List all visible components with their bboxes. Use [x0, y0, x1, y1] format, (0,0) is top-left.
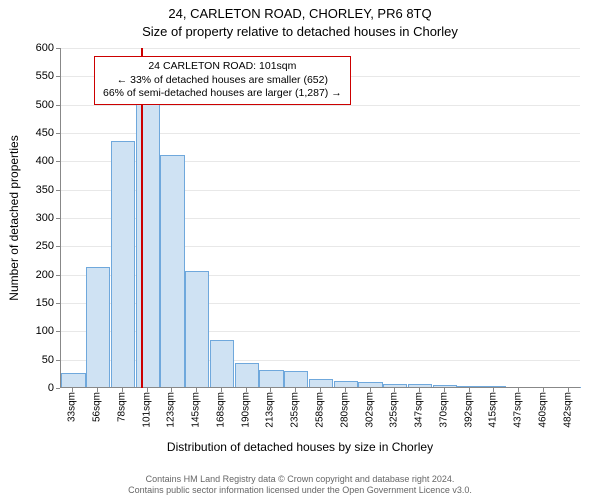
x-tick-label: 190sqm: [240, 392, 251, 428]
annotation-line1: 24 CARLETON ROAD: 101sqm: [103, 60, 342, 74]
y-axis-label: Number of detached properties: [7, 135, 21, 300]
histogram-bar: [61, 373, 85, 388]
x-tick-label: 78sqm: [116, 392, 127, 422]
y-tick-mark: [56, 360, 60, 361]
y-tick-label: 600: [36, 42, 54, 54]
y-tick-mark: [56, 105, 60, 106]
y-tick-mark: [56, 76, 60, 77]
y-tick-mark: [56, 161, 60, 162]
x-tick-label: 460sqm: [537, 392, 548, 428]
histogram-bar: [111, 141, 135, 389]
y-tick-label: 500: [36, 99, 54, 111]
y-tick-label: 100: [36, 325, 54, 337]
x-tick-label: 325sqm: [389, 392, 400, 428]
histogram-bar: [259, 370, 283, 388]
y-tick-label: 300: [36, 212, 54, 224]
x-axis-label: Distribution of detached houses by size …: [0, 440, 600, 454]
annotation-line2: ← 33% of detached houses are smaller (65…: [103, 74, 342, 88]
x-tick-label: 370sqm: [438, 392, 449, 428]
y-tick-mark: [56, 331, 60, 332]
x-tick-label: 235sqm: [290, 392, 301, 428]
x-tick-label: 437sqm: [513, 392, 524, 428]
histogram-bar: [235, 363, 259, 388]
chart-title-address: 24, CARLETON ROAD, CHORLEY, PR6 8TQ: [0, 6, 600, 21]
annotation-box: 24 CARLETON ROAD: 101sqm ← 33% of detach…: [94, 56, 351, 105]
footer-attribution: Contains HM Land Registry data © Crown c…: [0, 474, 600, 496]
x-tick-label: 280sqm: [339, 392, 350, 428]
histogram-bar: [185, 271, 209, 388]
y-tick-mark: [56, 303, 60, 304]
x-tick-label: 258sqm: [315, 392, 326, 428]
histogram-bar: [210, 340, 234, 388]
histogram-bar: [136, 104, 160, 388]
y-tick-mark: [56, 218, 60, 219]
y-tick-mark: [56, 190, 60, 191]
x-tick-label: 302sqm: [364, 392, 375, 428]
y-tick-mark: [56, 388, 60, 389]
x-tick-label: 145sqm: [191, 392, 202, 428]
y-axis-line: [60, 48, 61, 388]
x-tick-label: 347sqm: [414, 392, 425, 428]
y-tick-mark: [56, 275, 60, 276]
x-tick-label: 168sqm: [215, 392, 226, 428]
x-tick-label: 56sqm: [92, 392, 103, 422]
x-tick-label: 482sqm: [562, 392, 573, 428]
y-tick-label: 550: [36, 70, 54, 82]
histogram-bar: [284, 371, 308, 388]
x-tick-label: 101sqm: [141, 392, 152, 428]
chart-container: 24, CARLETON ROAD, CHORLEY, PR6 8TQ Size…: [0, 0, 600, 500]
y-tick-mark: [56, 48, 60, 49]
y-tick-label: 150: [36, 297, 54, 309]
y-tick-label: 350: [36, 184, 54, 196]
y-tick-label: 200: [36, 269, 54, 281]
plot-area: 24 CARLETON ROAD: 101sqm ← 33% of detach…: [60, 48, 580, 388]
y-tick-label: 450: [36, 127, 54, 139]
y-tick-label: 50: [42, 354, 54, 366]
annotation-line3: 66% of semi-detached houses are larger (…: [103, 87, 342, 101]
chart-subtitle: Size of property relative to detached ho…: [0, 24, 600, 39]
x-tick-label: 392sqm: [463, 392, 474, 428]
y-tick-mark: [56, 246, 60, 247]
y-tick-label: 400: [36, 155, 54, 167]
x-tick-label: 213sqm: [265, 392, 276, 428]
footer-line2: Contains public sector information licen…: [0, 485, 600, 496]
histogram-bar: [86, 267, 110, 388]
y-tick-label: 0: [48, 382, 54, 394]
y-tick-mark: [56, 133, 60, 134]
x-tick-label: 415sqm: [488, 392, 499, 428]
histogram-bar: [160, 155, 184, 388]
x-tick-label: 123sqm: [166, 392, 177, 428]
y-tick-label: 250: [36, 240, 54, 252]
footer-line1: Contains HM Land Registry data © Crown c…: [0, 474, 600, 485]
x-tick-label: 33sqm: [67, 392, 78, 422]
